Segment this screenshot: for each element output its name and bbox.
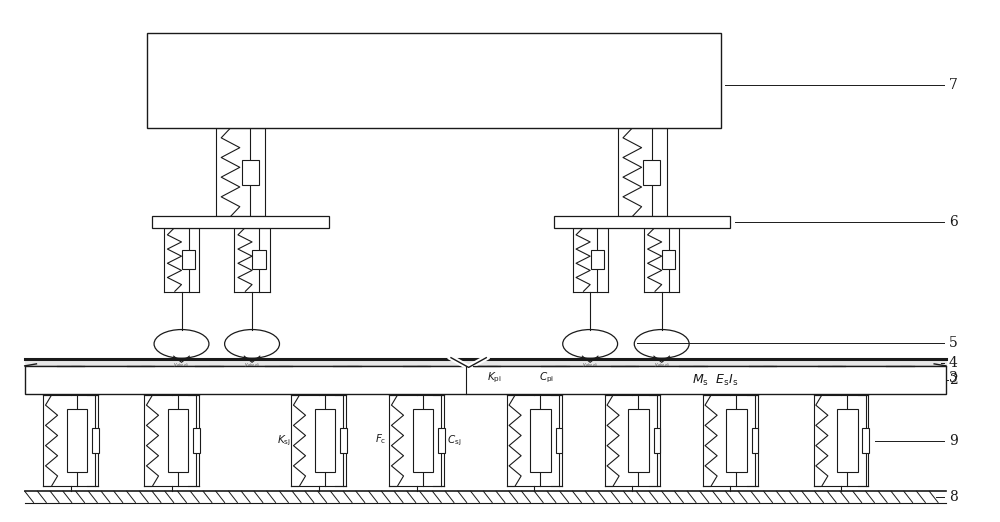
Bar bbox=[752, 428, 758, 453]
Bar bbox=[25, 366, 946, 394]
Text: $C_\mathrm{pi}$: $C_\mathrm{pi}$ bbox=[539, 371, 555, 385]
Text: $M_\mathrm{s}\ \ E_\mathrm{s}I_\mathrm{s}$: $M_\mathrm{s}\ \ E_\mathrm{s}I_\mathrm{s… bbox=[692, 373, 739, 388]
Text: $y_{wheeli}$: $y_{wheeli}$ bbox=[654, 361, 670, 369]
Bar bbox=[591, 250, 604, 269]
Text: 3: 3 bbox=[949, 371, 958, 385]
Text: 9: 9 bbox=[949, 434, 958, 448]
Bar bbox=[862, 428, 869, 453]
Text: 4: 4 bbox=[949, 356, 958, 370]
Text: 5: 5 bbox=[949, 336, 958, 350]
Bar bbox=[67, 409, 87, 472]
Bar bbox=[438, 428, 445, 453]
Bar bbox=[152, 217, 328, 228]
Bar bbox=[837, 409, 858, 472]
Bar bbox=[340, 428, 347, 453]
Text: $y_{wheeli}$: $y_{wheeli}$ bbox=[244, 361, 260, 369]
Bar bbox=[643, 160, 660, 185]
Bar bbox=[726, 409, 747, 472]
Bar bbox=[530, 409, 551, 472]
Text: $K_\mathrm{sj}$: $K_\mathrm{sj}$ bbox=[277, 434, 291, 448]
Text: 6: 6 bbox=[949, 215, 958, 229]
Bar bbox=[147, 33, 720, 128]
Text: $C_\mathrm{sj}$: $C_\mathrm{sj}$ bbox=[447, 434, 461, 448]
Bar bbox=[193, 428, 200, 453]
Text: $F_\mathrm{c}$: $F_\mathrm{c}$ bbox=[375, 433, 386, 446]
Text: 8: 8 bbox=[949, 490, 958, 504]
Bar bbox=[413, 409, 433, 472]
Bar bbox=[168, 409, 188, 472]
Bar bbox=[662, 250, 675, 269]
Bar bbox=[556, 428, 562, 453]
Bar bbox=[242, 160, 259, 185]
Text: 7: 7 bbox=[949, 77, 958, 91]
Bar bbox=[315, 409, 335, 472]
Bar bbox=[252, 250, 266, 269]
Bar bbox=[554, 217, 730, 228]
Text: $y_{wheeli}$: $y_{wheeli}$ bbox=[582, 361, 598, 369]
Text: 2: 2 bbox=[949, 373, 958, 387]
Text: $y_{wheeli}$: $y_{wheeli}$ bbox=[173, 361, 190, 369]
Bar bbox=[92, 428, 99, 453]
Bar bbox=[654, 428, 660, 453]
Bar bbox=[628, 409, 649, 472]
Bar bbox=[182, 250, 195, 269]
Text: $K_\mathrm{pi}$: $K_\mathrm{pi}$ bbox=[487, 371, 501, 385]
